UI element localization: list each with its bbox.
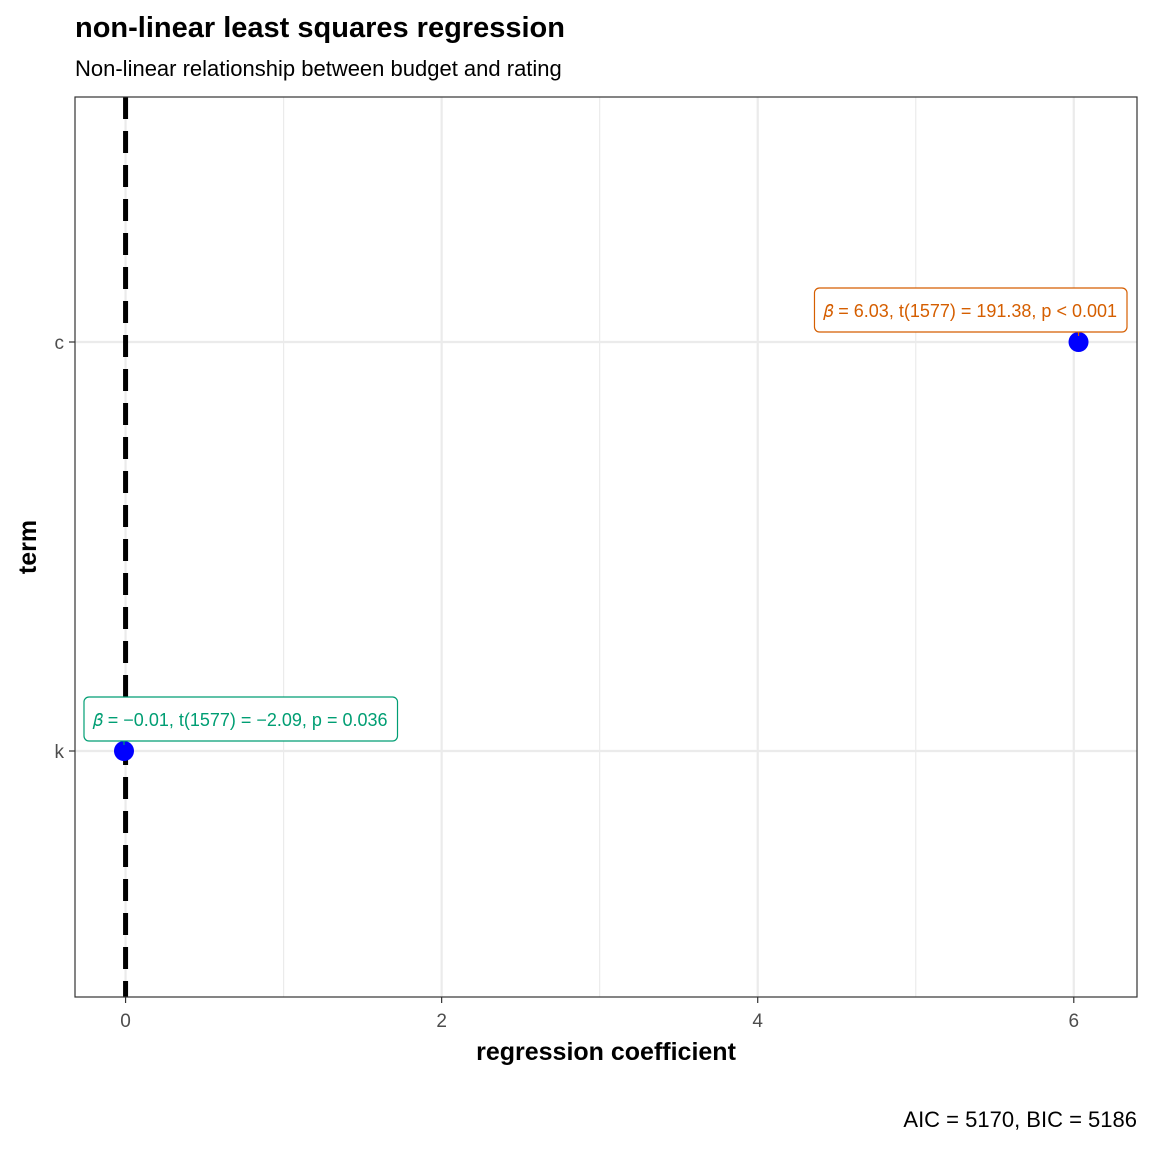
axis-ticks: 0 2 4 6 k c [55,333,1080,1032]
y-tick-label: c [55,333,65,354]
data-points [113,332,1089,761]
data-point-c [1068,332,1089,352]
x-tick-label: 0 [120,1011,131,1032]
data-point-k [113,741,134,761]
data-label-c: 𝛽̂ = 6.03, t(1577) = 191.38, p < 0.001 [813,287,1128,336]
data-labels: 𝛽̂ = 6.03, t(1577) = 191.38, p < 0.001 𝛽̂… [83,287,1128,745]
data-label-box [813,287,1128,333]
grid-lines [75,97,1137,997]
y-axis-title: term [14,520,42,574]
chart-title: non-linear least squares regression [75,12,565,44]
chart-caption: AIC = 5170, BIC = 5186 [903,1107,1137,1132]
data-label-text: 𝛽̂ = 6.03, t(1577) = 191.38, p < 0.001 [822,301,1117,321]
data-label-text: 𝛽̂ = −0.01, t(1577) = −2.09, p = 0.036 [92,710,388,730]
x-tick-label: 4 [752,1011,763,1032]
x-tick-label: 6 [1068,1011,1079,1032]
data-label-box [83,696,399,742]
x-tick-label: 2 [436,1011,447,1032]
chart-subtitle: Non-linear relationship between budget a… [75,56,562,81]
data-label-k: 𝛽̂ = −0.01, t(1577) = −2.09, p = 0.036 [83,696,399,745]
panel-border [74,96,1138,998]
x-axis-title: regression coefficient [476,1038,736,1066]
y-tick-label: k [55,742,65,763]
